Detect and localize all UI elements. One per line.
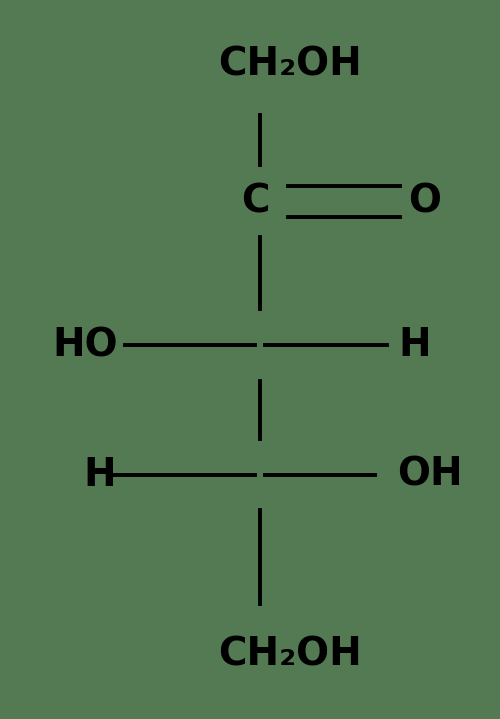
Text: CH₂OH: CH₂OH (218, 636, 362, 673)
Text: H: H (84, 456, 116, 493)
Text: CH₂OH: CH₂OH (218, 46, 362, 83)
Text: OH: OH (397, 456, 463, 493)
Text: HO: HO (52, 326, 118, 364)
Text: C: C (241, 183, 269, 220)
Text: O: O (408, 183, 442, 220)
Text: H: H (398, 326, 432, 364)
